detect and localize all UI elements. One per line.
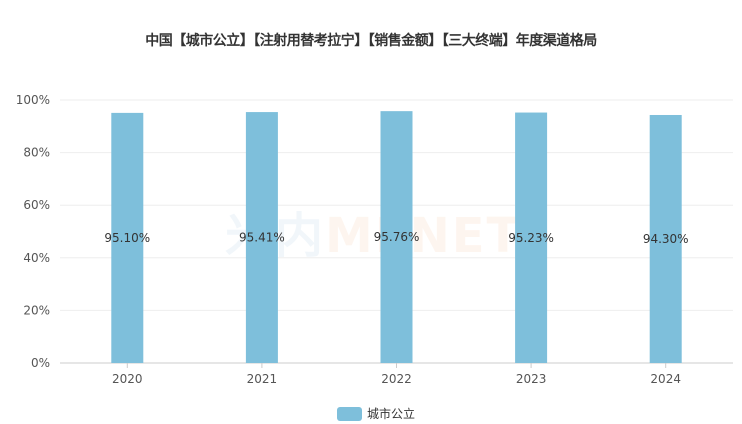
data-label: 95.10% xyxy=(104,231,150,245)
bar xyxy=(245,112,278,363)
y-tick-label: 80% xyxy=(23,146,50,160)
legend-item[interactable]: 城市公立 xyxy=(337,405,415,422)
x-tick-label: 2023 xyxy=(516,372,547,386)
chart-title: 中国【城市公立】【注射用替考拉宁】【销售金额】【三大终端】年度渠道格局 xyxy=(145,33,597,49)
bar xyxy=(515,112,548,363)
bar xyxy=(649,114,682,363)
y-tick-label: 20% xyxy=(23,303,50,317)
legend-swatch xyxy=(337,406,362,421)
data-label: 95.23% xyxy=(508,231,554,245)
data-label: 94.30% xyxy=(643,232,689,246)
bar xyxy=(111,112,144,364)
bar xyxy=(380,111,413,363)
x-tick-label: 2021 xyxy=(247,372,278,386)
x-tick-label: 2020 xyxy=(112,372,143,386)
legend-label: 城市公立 xyxy=(367,407,416,421)
y-tick-label: 0% xyxy=(31,356,50,370)
x-tick-label: 2024 xyxy=(650,372,681,386)
y-tick-label: 40% xyxy=(23,251,50,265)
data-label: 95.76% xyxy=(374,230,420,244)
y-tick-label: 100% xyxy=(16,93,50,107)
data-label: 95.41% xyxy=(239,231,285,245)
y-tick-label: 60% xyxy=(23,198,50,212)
x-tick-label: 2022 xyxy=(381,372,412,386)
